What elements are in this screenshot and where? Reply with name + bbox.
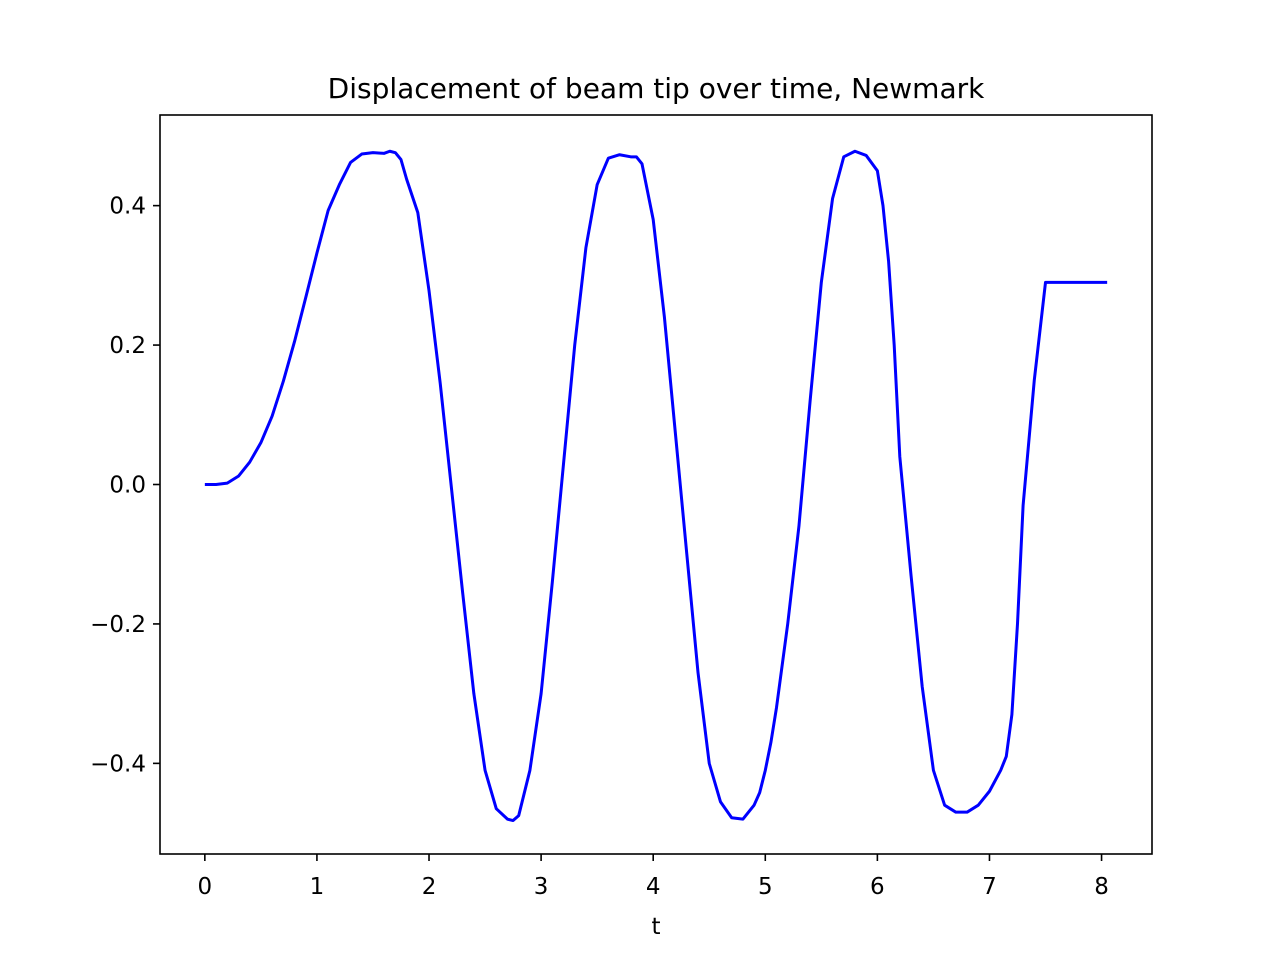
y-tick-label: −0.4 bbox=[90, 751, 146, 777]
x-axis-label: t bbox=[651, 914, 660, 940]
y-tick-label: 0.2 bbox=[109, 333, 146, 359]
x-tick-label: 2 bbox=[422, 874, 437, 900]
y-tick-label: 0.0 bbox=[109, 473, 146, 499]
y-tick-label: −0.2 bbox=[90, 612, 146, 638]
y-axis: 0.4 0.2 0.0 −0.2 −0.4 bbox=[90, 194, 160, 777]
plot-area bbox=[204, 149, 1108, 823]
x-tick-label: 0 bbox=[198, 874, 213, 900]
x-tick-label: 1 bbox=[310, 874, 325, 900]
x-tick-label: 7 bbox=[982, 874, 997, 900]
chart-title: Displacement of beam tip over time, Newm… bbox=[328, 72, 985, 105]
y-tick-label: 0.4 bbox=[109, 194, 146, 220]
x-tick-label: 8 bbox=[1094, 874, 1109, 900]
series-line-0 bbox=[204, 149, 1108, 823]
x-tick-label: 3 bbox=[534, 874, 549, 900]
axes-frame bbox=[159, 114, 1153, 855]
x-axis: 0 1 2 3 4 5 6 7 8 bbox=[198, 854, 1109, 900]
x-tick-label: 6 bbox=[870, 874, 885, 900]
x-tick-label: 4 bbox=[646, 874, 661, 900]
x-tick-label: 5 bbox=[758, 874, 773, 900]
